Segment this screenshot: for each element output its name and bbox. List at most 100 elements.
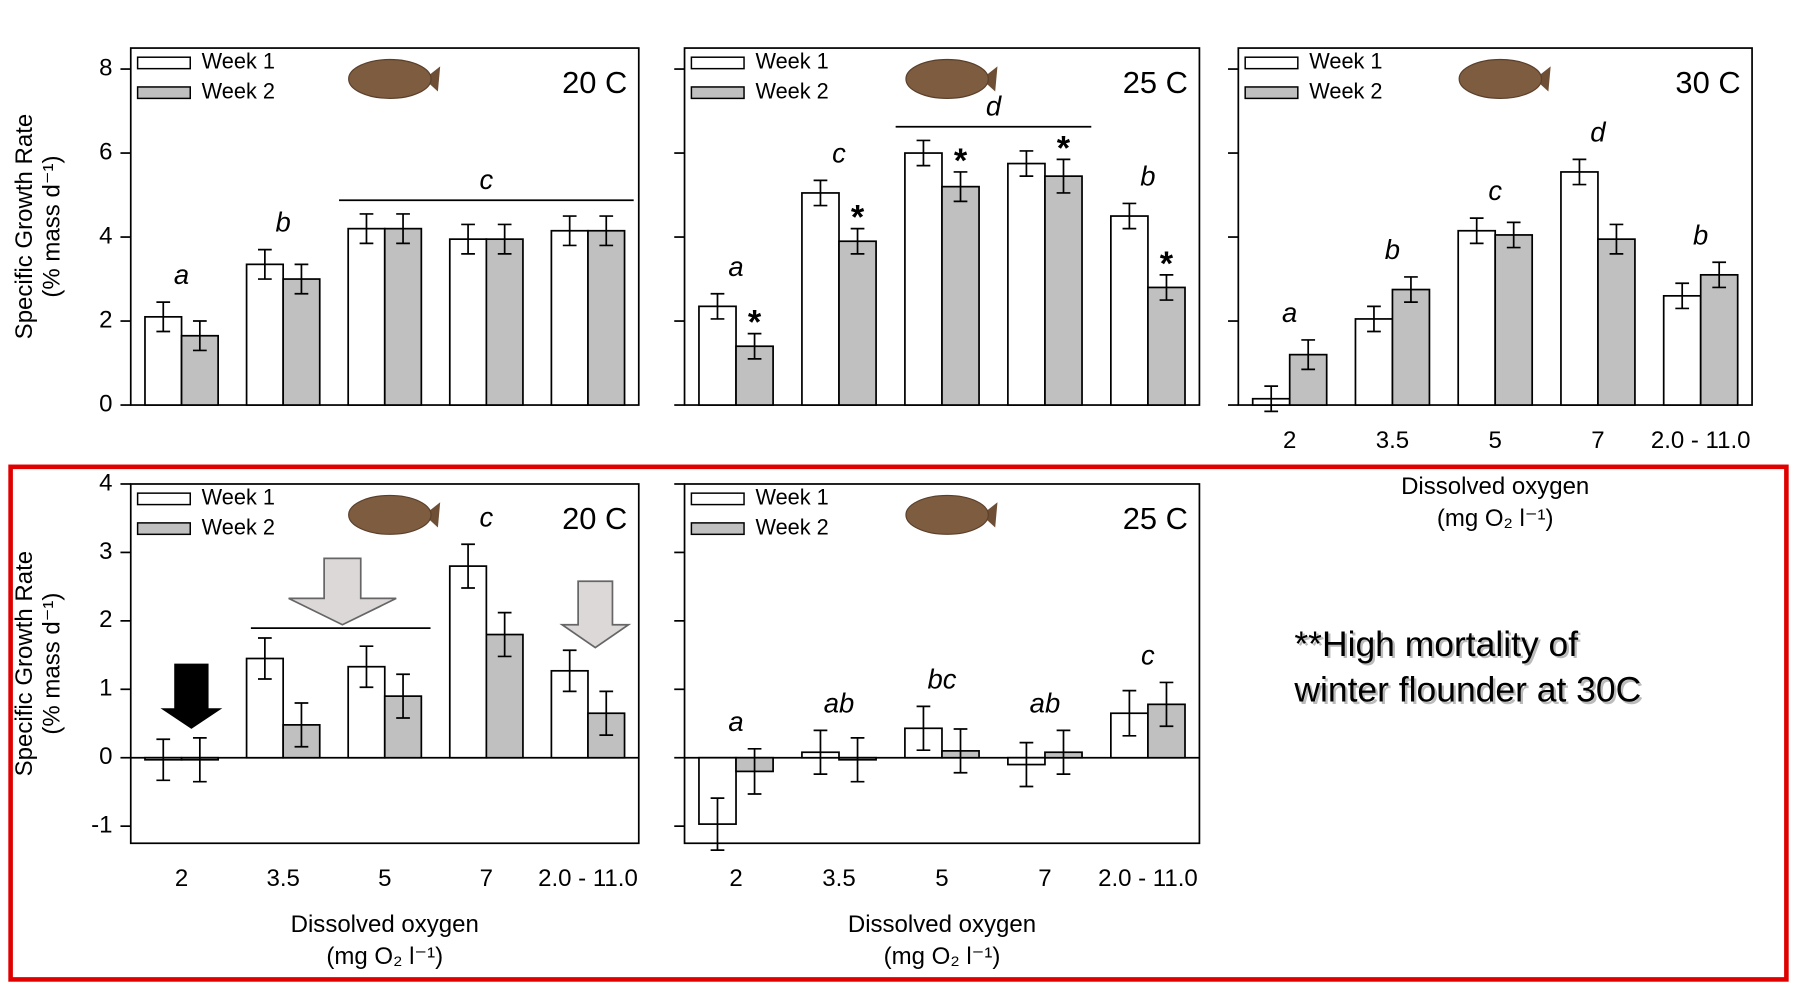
bar: [1701, 275, 1738, 405]
significance-letter: bc: [927, 663, 956, 694]
legend-label: Week 1: [755, 49, 828, 74]
bar: [348, 229, 385, 405]
bar: [450, 239, 487, 405]
x-tick-label: 3.5: [1376, 427, 1409, 454]
y-tick-label: 8: [99, 54, 112, 81]
bar: [1045, 176, 1082, 405]
panel-title: 25 C: [1123, 501, 1188, 536]
significance-letter: d: [986, 91, 1002, 122]
y-tick-label: 0: [99, 390, 112, 417]
legend-swatch: [691, 523, 744, 534]
significance-letter: c: [479, 501, 493, 532]
legend-label: Week 1: [755, 485, 828, 510]
significance-letter: d: [1590, 116, 1606, 147]
annotation: **High mortality of winter flounder at 3…: [1293, 624, 1643, 712]
x-axis-label: Dissolved oxygen: [1401, 473, 1589, 500]
x-axis-label: Dissolved oxygen: [291, 911, 479, 938]
legend-swatch: [138, 493, 191, 504]
legend-label: Week 2: [202, 514, 275, 539]
x-tick-label: 7: [1038, 865, 1051, 892]
page: {"chart_data": [ {"type": "bar", "title"…: [0, 0, 1797, 984]
significance-letter: b: [1693, 219, 1708, 250]
legend-label: Week 1: [202, 49, 275, 74]
significance-letter: b: [1385, 234, 1400, 265]
fish-icon: [1459, 59, 1541, 98]
x-tick-label: 2: [729, 865, 742, 892]
significance-asterisk: *: [1057, 129, 1071, 167]
x-axis-label: (mg O₂ l⁻¹): [884, 943, 1001, 970]
x-axis-label: Dissolved oxygen: [848, 911, 1036, 938]
legend-label: Week 2: [202, 78, 275, 103]
panel-title: 20 C: [562, 501, 627, 536]
bar: [1111, 216, 1148, 405]
significance-letter: ab: [824, 687, 855, 718]
bar: [1148, 287, 1185, 405]
x-tick-label: 7: [480, 865, 493, 892]
x-tick-label: 2: [175, 865, 188, 892]
arrow: [289, 558, 397, 624]
x-tick-label: 5: [378, 865, 391, 892]
bar: [588, 231, 625, 405]
fish-icon: [349, 59, 431, 98]
bar: [699, 306, 736, 405]
bar: [385, 229, 422, 405]
bar: [1458, 231, 1495, 405]
x-tick-label: 5: [1489, 427, 1502, 454]
x-tick-label: 2: [1283, 427, 1296, 454]
y-tick-label: 2: [99, 606, 112, 633]
legend-label: Week 2: [1309, 78, 1382, 103]
legend-label: Week 1: [202, 485, 275, 510]
significance-letter: c: [1141, 640, 1155, 671]
bar: [942, 187, 979, 405]
fish-icon: [906, 495, 988, 534]
bar: [802, 193, 839, 405]
legend-swatch: [1245, 57, 1298, 68]
significance-letter: c: [479, 164, 493, 195]
bar: [1495, 235, 1532, 405]
fish-icon: [906, 59, 988, 98]
legend-swatch: [691, 87, 744, 98]
panel-title: 30 C: [1675, 65, 1740, 100]
significance-letter: c: [832, 137, 846, 168]
significance-letter: a: [728, 706, 743, 737]
legend-label: Week 2: [755, 78, 828, 103]
significance-letter: a: [728, 251, 743, 282]
x-tick-label: 2.0 - 11.0: [1098, 865, 1198, 892]
legend-swatch: [138, 57, 191, 68]
panel-title: 20 C: [562, 65, 627, 100]
y-tick-label: 1: [99, 675, 112, 702]
fish-icon: [349, 495, 431, 534]
significance-asterisk: *: [954, 142, 968, 180]
bar: [1598, 239, 1635, 405]
y-tick-label: 2: [99, 306, 112, 333]
bar: [486, 239, 523, 405]
significance-letter: b: [276, 207, 291, 238]
y-tick-label: 3: [99, 538, 112, 565]
bar: [1561, 172, 1598, 405]
annotation-line: **High mortality of: [1294, 624, 1578, 664]
x-tick-label: 3.5: [266, 865, 299, 892]
x-tick-label: 2.0 - 11.0: [1651, 427, 1751, 454]
significance-letter: ab: [1030, 687, 1061, 718]
significance-asterisk: *: [1160, 245, 1174, 283]
bar: [905, 153, 942, 405]
bar: [450, 566, 487, 758]
significance-letter: a: [174, 259, 189, 290]
y-axis-label: (% mass d⁻¹): [38, 155, 65, 297]
legend-swatch: [1245, 87, 1298, 98]
significance-letter: b: [1140, 161, 1155, 192]
panel-title: 25 C: [1123, 65, 1188, 100]
y-tick-label: -1: [91, 812, 112, 839]
bar: [1392, 290, 1429, 405]
annotation-line: winter flounder at 30C: [1293, 670, 1641, 710]
arrow: [562, 581, 628, 647]
significance-asterisk: *: [851, 199, 865, 237]
x-tick-label: 3.5: [822, 865, 855, 892]
bar: [839, 241, 876, 405]
significance-asterisk: *: [748, 304, 762, 342]
significance-letter: a: [1282, 297, 1297, 328]
legend-swatch: [691, 57, 744, 68]
y-tick-label: 4: [99, 469, 112, 496]
significance-letter: c: [1488, 175, 1502, 206]
y-axis-label: Specific Growth Rate: [11, 114, 38, 340]
